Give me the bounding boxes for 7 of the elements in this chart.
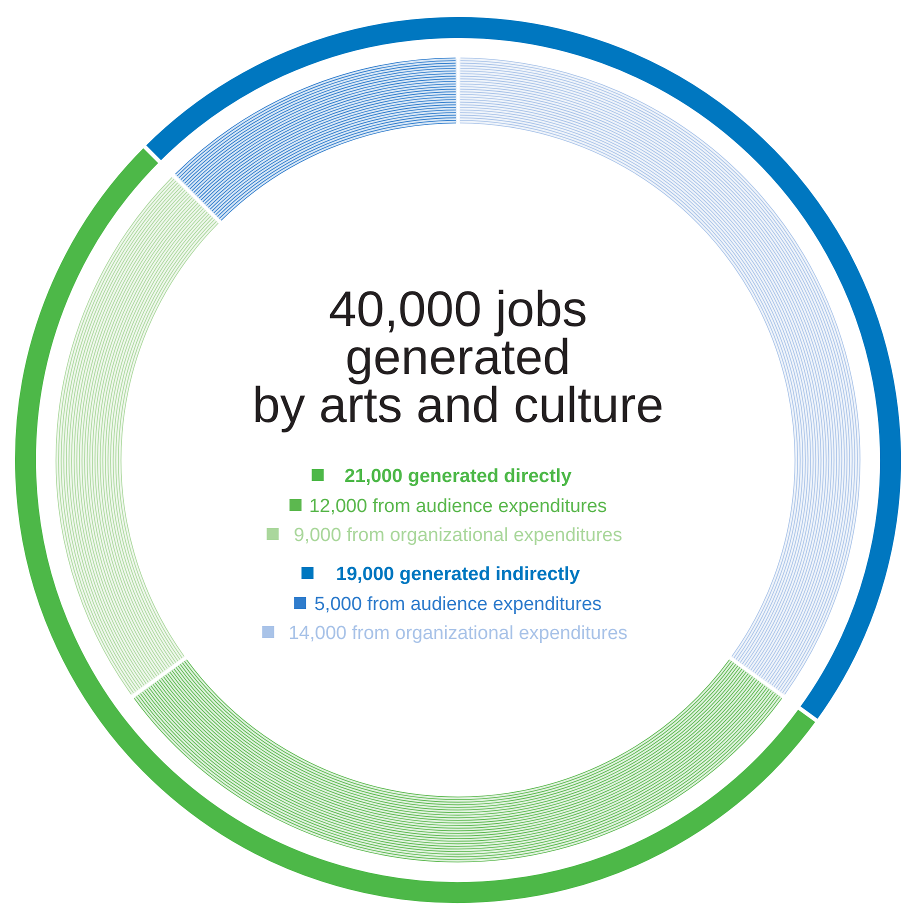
legend-label: 9,000 from organizational expenditures	[294, 525, 622, 546]
legend-label: 14,000 from organizational expenditures	[288, 623, 628, 644]
legend-label: 5,000 from audience expenditures	[314, 594, 602, 615]
legend-label: 12,000 from audience expenditures	[309, 496, 607, 517]
legend-label: 19,000 generated indirectly	[336, 564, 580, 585]
legend-label: 21,000 generated directly	[344, 466, 572, 487]
text: 40,000 jobs generated by arts and culture	[252, 281, 664, 433]
